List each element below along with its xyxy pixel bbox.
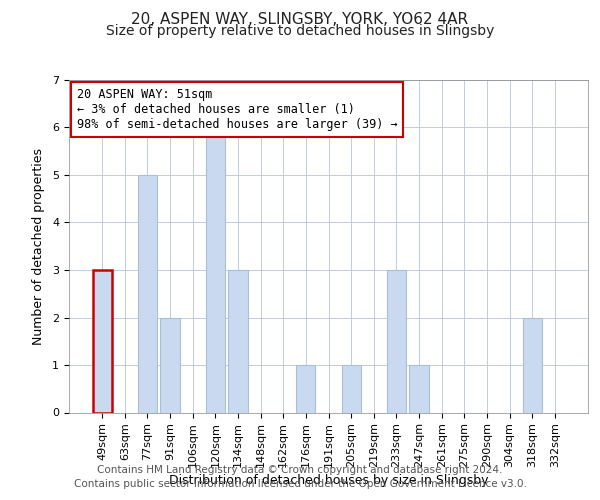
Bar [296, 365, 316, 412]
Text: Size of property relative to detached houses in Slingsby: Size of property relative to detached ho… [106, 24, 494, 38]
Bar [409, 365, 428, 412]
Text: 20, ASPEN WAY, SLINGSBY, YORK, YO62 4AR: 20, ASPEN WAY, SLINGSBY, YORK, YO62 4AR [131, 12, 469, 28]
Bar [92, 270, 112, 412]
Bar [387, 270, 406, 412]
Bar [160, 318, 180, 412]
Y-axis label: Number of detached properties: Number of detached properties [32, 148, 45, 345]
Bar [341, 365, 361, 412]
Bar [138, 175, 157, 412]
Bar [523, 318, 542, 412]
Text: Contains HM Land Registry data © Crown copyright and database right 2024.
Contai: Contains HM Land Registry data © Crown c… [74, 465, 526, 489]
Text: 20 ASPEN WAY: 51sqm
← 3% of detached houses are smaller (1)
98% of semi-detached: 20 ASPEN WAY: 51sqm ← 3% of detached hou… [77, 88, 397, 132]
X-axis label: Distribution of detached houses by size in Slingsby: Distribution of detached houses by size … [169, 474, 488, 488]
Bar [206, 128, 225, 412]
Bar [229, 270, 248, 412]
